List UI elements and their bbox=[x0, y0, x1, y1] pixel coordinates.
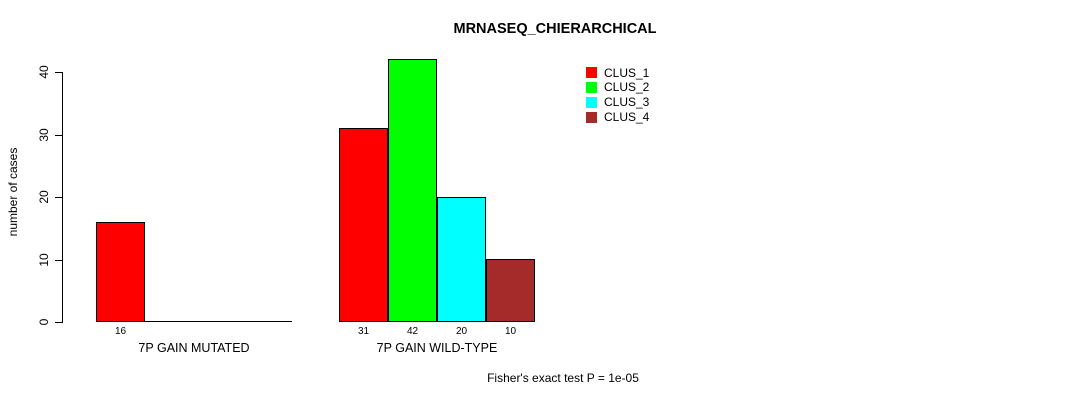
bar-zero-clus_4-group1 bbox=[243, 321, 292, 322]
legend-item-label: CLUS_2 bbox=[604, 80, 650, 95]
chart-title: MRNASEQ_CHIERARCHICAL bbox=[453, 21, 657, 37]
y-axis-tick-label: 30 bbox=[37, 127, 51, 142]
legend-item: CLUS_1 bbox=[586, 65, 649, 80]
legend-swatch-clus_1 bbox=[586, 67, 597, 78]
bar-clus_3-group2 bbox=[437, 197, 486, 322]
bar-value-label: 20 bbox=[455, 326, 468, 337]
bar-clus_4-group2 bbox=[486, 259, 535, 322]
bar-value-label: 16 bbox=[114, 326, 127, 337]
annotation-text: Fisher's exact test P = 1e-05 bbox=[487, 371, 639, 385]
bar-zero-clus_2-group1 bbox=[145, 321, 194, 322]
y-axis-tick bbox=[55, 134, 62, 136]
legend-item: CLUS_2 bbox=[586, 80, 649, 95]
bar-value-label: 10 bbox=[504, 326, 517, 337]
y-axis-tick bbox=[55, 259, 62, 261]
category-label: 7P GAIN WILD-TYPE bbox=[376, 341, 498, 355]
category-label: 7P GAIN MUTATED bbox=[138, 341, 250, 355]
y-axis-tick bbox=[55, 197, 62, 198]
bar-value-label: 31 bbox=[357, 326, 370, 337]
y-axis-tick bbox=[55, 322, 62, 323]
y-axis-tick-label: 0 bbox=[37, 318, 51, 326]
y-axis-tick bbox=[55, 72, 62, 73]
y-axis-tick-label: 40 bbox=[37, 65, 51, 79]
legend-item-label: CLUS_1 bbox=[604, 65, 650, 80]
legend-item: CLUS_4 bbox=[586, 110, 649, 125]
bar-clus_2-group2 bbox=[388, 59, 437, 322]
legend-swatch-clus_3 bbox=[586, 96, 597, 108]
legend-item: CLUS_3 bbox=[586, 95, 649, 110]
bar-clus_1-group1 bbox=[96, 222, 145, 322]
y-axis-tick-label: 10 bbox=[37, 252, 51, 267]
bar-zero-clus_3-group1 bbox=[194, 321, 243, 322]
legend-swatch-clus_4 bbox=[586, 111, 597, 123]
legend-item-label: CLUS_3 bbox=[604, 95, 650, 110]
bar-clus_1-group2 bbox=[339, 128, 388, 322]
y-axis-line bbox=[62, 72, 63, 323]
y-axis-tick-label: 20 bbox=[37, 190, 51, 204]
legend-swatch-clus_2 bbox=[586, 81, 597, 93]
legend-item-label: CLUS_4 bbox=[604, 110, 650, 125]
bar-value-label: 42 bbox=[406, 326, 419, 337]
